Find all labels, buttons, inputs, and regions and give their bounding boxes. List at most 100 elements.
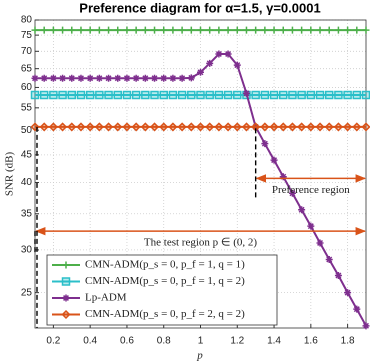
data-point <box>122 90 132 100</box>
data-point <box>113 90 122 100</box>
data-point <box>353 305 361 313</box>
data-point <box>324 90 334 100</box>
data-point <box>159 90 168 100</box>
data-point <box>298 26 306 34</box>
data-point <box>67 122 77 132</box>
data-point <box>59 74 67 82</box>
legend-marker <box>62 294 70 302</box>
data-point <box>261 140 269 148</box>
data-point <box>132 74 140 82</box>
data-point <box>49 26 57 34</box>
data-point <box>122 122 132 132</box>
data-point <box>333 122 343 132</box>
x-tick-label: 1.4 <box>267 336 281 347</box>
legend-marker <box>61 309 71 320</box>
y-tick-label: 60 <box>21 82 33 93</box>
data-point <box>77 26 85 34</box>
data-point <box>48 122 58 132</box>
legend-marker <box>62 261 70 269</box>
data-point <box>362 26 370 34</box>
data-point <box>151 26 159 34</box>
data-point <box>270 26 278 34</box>
y-tick-label: 80 <box>21 15 33 26</box>
data-point <box>205 122 215 132</box>
y-tick-label: 45 <box>21 150 33 161</box>
data-point <box>316 26 324 34</box>
legend-label: Lp-ADM <box>85 292 127 304</box>
data-point <box>242 26 250 34</box>
data-point <box>315 122 325 132</box>
data-point <box>59 26 67 34</box>
data-point <box>307 26 315 34</box>
data-point <box>288 189 296 197</box>
data-point <box>160 74 168 82</box>
y-tick-label: 50 <box>21 125 33 136</box>
data-point <box>86 74 94 82</box>
data-point <box>95 74 103 82</box>
data-point <box>168 122 178 132</box>
data-point <box>77 74 85 82</box>
data-point <box>114 74 122 82</box>
data-point <box>353 26 361 34</box>
data-point <box>223 122 233 132</box>
data-point <box>224 50 232 58</box>
data-point <box>39 90 49 100</box>
data-point <box>104 90 113 100</box>
data-point <box>113 122 123 132</box>
x-axis-label: p <box>196 350 203 362</box>
data-point <box>325 255 333 263</box>
data-point <box>86 26 94 34</box>
data-point <box>215 50 223 58</box>
data-point <box>315 90 325 100</box>
y-tick-label: 25 <box>21 287 33 298</box>
data-point <box>186 122 196 132</box>
data-point <box>131 90 141 100</box>
data-point <box>187 90 196 100</box>
data-point <box>361 90 370 100</box>
data-point <box>160 26 168 34</box>
annotation-text: The test region p ∈ (0, 2) <box>144 237 257 249</box>
legend-label: CMN-ADM(p_s = 0, p_f = 2, q = 2) <box>85 308 245 320</box>
data-point <box>67 90 77 100</box>
data-point <box>168 90 178 100</box>
data-point <box>132 26 140 34</box>
data-point <box>39 122 49 132</box>
data-point <box>151 74 159 82</box>
x-tick-label: 1.2 <box>230 336 244 347</box>
data-point <box>76 90 86 100</box>
data-point <box>141 74 149 82</box>
data-point <box>31 74 39 82</box>
data-point <box>187 74 195 82</box>
data-point <box>85 90 95 100</box>
data-point <box>177 122 187 132</box>
data-point <box>334 26 342 34</box>
data-point <box>169 26 177 34</box>
data-point <box>307 222 315 230</box>
data-point <box>30 90 40 100</box>
data-point <box>68 74 76 82</box>
data-point <box>187 26 195 34</box>
data-point <box>58 90 67 100</box>
plot-frame <box>34 19 367 329</box>
x-tick-label: 1.6 <box>304 336 318 347</box>
data-point <box>324 122 334 132</box>
data-point <box>49 74 57 82</box>
data-point <box>242 89 250 97</box>
data-point <box>325 26 333 34</box>
data-point <box>197 26 204 34</box>
data-point <box>141 26 149 34</box>
data-point <box>251 90 260 100</box>
legend-box <box>46 254 278 326</box>
data-point <box>95 90 104 100</box>
data-point <box>279 26 287 34</box>
data-point <box>49 90 58 100</box>
x-tick-label: 1 <box>198 336 204 347</box>
data-point <box>105 74 113 82</box>
y-tick-label: 75 <box>21 30 33 41</box>
data-point <box>260 122 270 132</box>
data-point <box>105 26 113 34</box>
data-point <box>270 156 278 164</box>
data-point <box>306 90 316 100</box>
y-tick-label: 35 <box>21 208 33 219</box>
data-point <box>352 122 362 132</box>
